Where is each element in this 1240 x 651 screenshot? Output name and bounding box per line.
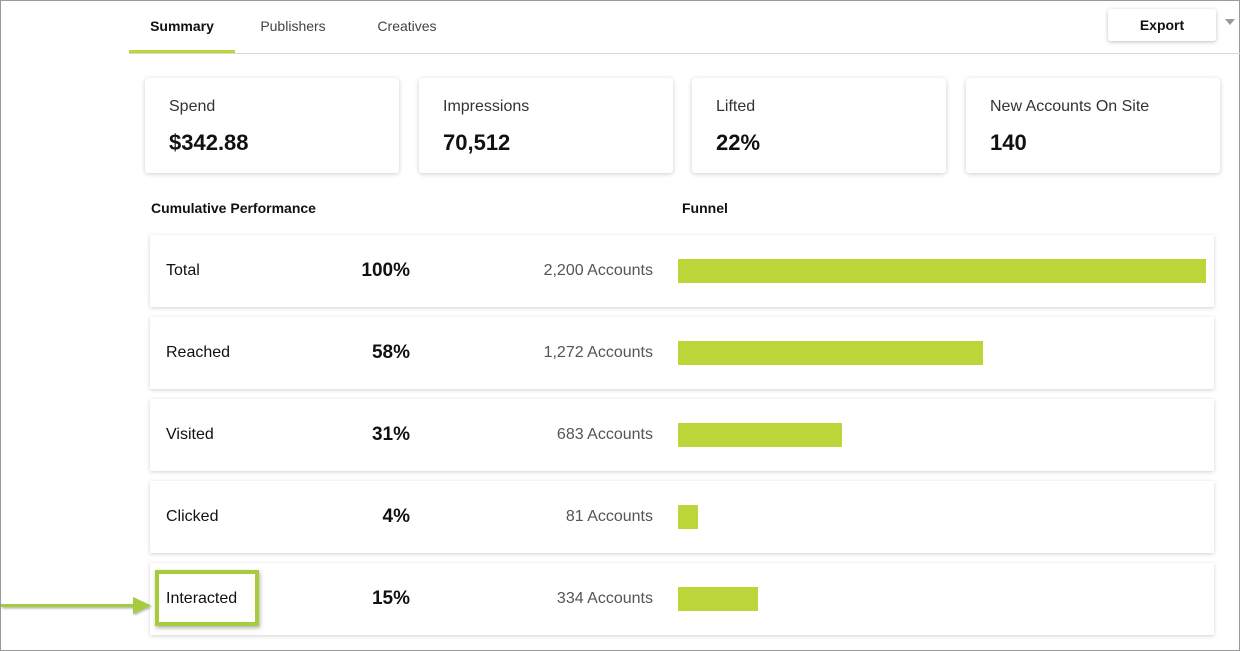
row-label: Interacted <box>166 590 238 607</box>
row-percent: 31% <box>371 424 410 445</box>
funnel-row-visited: Visited 31% 683 Accounts <box>150 399 1214 471</box>
tab-creatives[interactable]: Creatives <box>377 18 437 34</box>
tab-bar: Summary Publishers Creatives Export <box>129 1 1240 54</box>
funnel-bar <box>678 505 698 529</box>
tab-publishers[interactable]: Publishers <box>260 18 326 34</box>
row-accounts: 81 Accounts <box>565 508 653 525</box>
funnel-row-reached: Reached 58% 1,272 Accounts <box>150 317 1214 389</box>
kpi-value: $342.88 <box>169 130 249 155</box>
kpi-label: Spend <box>169 98 216 115</box>
row-percent: 100% <box>361 260 410 281</box>
kpi-label: Lifted <box>716 98 756 115</box>
export-button[interactable]: Export <box>1108 9 1216 41</box>
arrow-right-icon <box>1 597 151 614</box>
row-label: Total <box>166 262 200 279</box>
kpi-card-impressions: Impressions 70,512 <box>419 78 673 173</box>
row-accounts: 1,272 Accounts <box>543 344 653 361</box>
annotation-highlight-box <box>155 570 259 626</box>
kpi-label: Impressions <box>443 98 530 115</box>
row-accounts: 683 Accounts <box>556 426 653 443</box>
kpi-card-spend: Spend $342.88 <box>145 78 399 173</box>
kpi-label: New Accounts On Site <box>990 98 1150 115</box>
funnel-heading: Funnel <box>682 200 728 216</box>
funnel-row-total: Total 100% 2,200 Accounts <box>150 235 1214 307</box>
row-accounts: 334 Accounts <box>556 590 653 607</box>
row-percent: 58% <box>371 342 410 363</box>
chevron-down-icon[interactable] <box>1225 19 1235 25</box>
row-accounts: 2,200 Accounts <box>543 262 653 279</box>
kpi-card-lifted: Lifted 22% <box>692 78 946 173</box>
row-label: Clicked <box>166 508 219 525</box>
kpi-value: 70,512 <box>443 130 511 155</box>
funnel-row-clicked: Clicked 4% 81 Accounts <box>150 481 1214 553</box>
kpi-card-new-accounts: New Accounts On Site 140 <box>966 78 1220 173</box>
funnel-bar <box>678 341 983 365</box>
funnel-bar <box>678 259 1206 283</box>
row-percent: 4% <box>382 506 410 527</box>
funnel-row-interacted: Interacted 15% 334 Accounts <box>150 563 1214 635</box>
tab-summary[interactable]: Summary <box>129 1 235 53</box>
funnel-bar <box>678 587 758 611</box>
row-label: Visited <box>166 426 214 443</box>
cumulative-performance-heading: Cumulative Performance <box>151 200 316 216</box>
kpi-value: 22% <box>716 130 761 155</box>
kpi-value: 140 <box>990 130 1027 155</box>
row-percent: 15% <box>371 588 410 609</box>
row-label: Reached <box>166 344 231 361</box>
funnel-bar <box>678 423 842 447</box>
